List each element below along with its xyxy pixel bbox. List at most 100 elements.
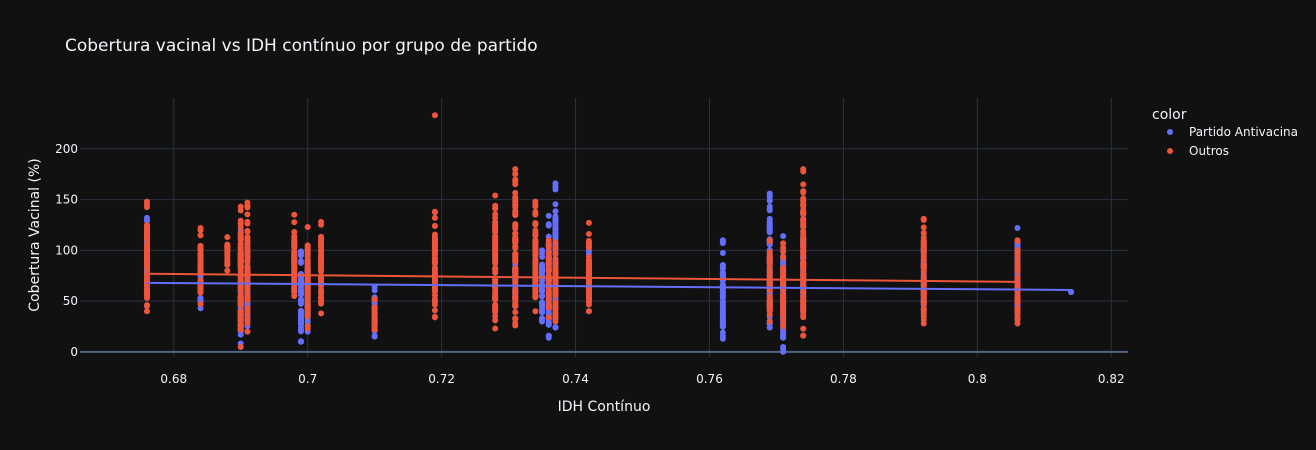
data-point bbox=[1014, 249, 1021, 256]
data-point bbox=[545, 257, 552, 264]
data-point bbox=[143, 286, 150, 293]
data-point bbox=[197, 289, 204, 296]
data-point bbox=[237, 240, 244, 247]
data-point bbox=[143, 266, 150, 273]
data-point bbox=[800, 305, 807, 312]
data-point bbox=[143, 222, 150, 229]
data-point bbox=[766, 227, 773, 234]
data-point bbox=[492, 294, 499, 301]
data-point bbox=[318, 252, 325, 259]
data-point bbox=[766, 192, 773, 199]
data-point bbox=[371, 305, 378, 312]
data-point bbox=[431, 242, 438, 249]
x-tick-label: 0.72 bbox=[428, 372, 455, 386]
data-point bbox=[197, 259, 204, 266]
data-point bbox=[512, 293, 519, 300]
data-point bbox=[545, 267, 552, 274]
y-tick-label: 200 bbox=[55, 142, 78, 156]
data-point bbox=[800, 168, 807, 175]
data-point bbox=[545, 243, 552, 250]
data-point bbox=[237, 207, 244, 214]
y-tick-label: 150 bbox=[55, 193, 78, 207]
data-point bbox=[371, 315, 378, 322]
data-point bbox=[318, 266, 325, 273]
data-point bbox=[552, 225, 559, 232]
data-point bbox=[1014, 266, 1021, 273]
data-point bbox=[492, 266, 499, 273]
data-point bbox=[492, 313, 499, 320]
data-point bbox=[318, 287, 325, 294]
x-tick-label: 0.74 bbox=[562, 372, 589, 386]
data-point bbox=[800, 332, 807, 339]
data-point bbox=[237, 321, 244, 328]
data-point bbox=[244, 290, 251, 297]
data-point bbox=[800, 228, 807, 235]
x-tick-label: 0.7 bbox=[298, 372, 317, 386]
data-point bbox=[800, 271, 807, 278]
data-point bbox=[545, 291, 552, 298]
data-point bbox=[512, 204, 519, 211]
y-tick-label: 0 bbox=[70, 345, 78, 359]
data-point bbox=[552, 265, 559, 272]
data-point bbox=[766, 304, 773, 311]
data-point bbox=[539, 316, 546, 323]
data-point bbox=[431, 264, 438, 271]
data-point bbox=[766, 324, 773, 331]
data-point bbox=[492, 325, 499, 332]
data-point bbox=[532, 244, 539, 251]
data-point bbox=[552, 260, 559, 267]
data-point bbox=[492, 229, 499, 236]
data-point bbox=[800, 311, 807, 318]
x-tick-label: 0.76 bbox=[696, 372, 723, 386]
data-point bbox=[545, 332, 552, 339]
data-point bbox=[197, 227, 204, 234]
data-point bbox=[800, 181, 807, 188]
data-point bbox=[585, 308, 592, 315]
data-point bbox=[585, 264, 592, 271]
data-point bbox=[492, 258, 499, 265]
data-point bbox=[431, 307, 438, 314]
data-point bbox=[304, 284, 311, 291]
data-point bbox=[512, 316, 519, 323]
data-point bbox=[532, 211, 539, 218]
data-point bbox=[545, 212, 552, 219]
data-point bbox=[1014, 289, 1021, 296]
data-point bbox=[780, 248, 787, 255]
data-point bbox=[431, 112, 438, 119]
data-point bbox=[237, 217, 244, 224]
data-point bbox=[318, 221, 325, 228]
data-point bbox=[492, 242, 499, 249]
data-point bbox=[719, 250, 726, 257]
data-point bbox=[780, 320, 787, 327]
data-point bbox=[512, 250, 519, 257]
data-point bbox=[552, 186, 559, 193]
data-point bbox=[780, 305, 787, 312]
data-point bbox=[585, 240, 592, 247]
data-point bbox=[539, 306, 546, 313]
data-point bbox=[291, 284, 298, 291]
data-point bbox=[297, 326, 304, 333]
y-axis-ticks: 0 50 100 150 200 bbox=[55, 142, 78, 359]
data-point bbox=[800, 188, 807, 195]
data-point bbox=[545, 319, 552, 326]
data-point bbox=[492, 205, 499, 212]
data-point bbox=[237, 236, 244, 243]
data-point bbox=[143, 236, 150, 243]
data-point bbox=[244, 283, 251, 290]
data-point bbox=[920, 241, 927, 248]
data-point bbox=[532, 203, 539, 210]
data-point bbox=[318, 247, 325, 254]
data-point bbox=[512, 309, 519, 316]
data-point bbox=[512, 181, 519, 188]
data-point bbox=[585, 230, 592, 237]
data-point bbox=[297, 314, 304, 321]
data-point bbox=[318, 294, 325, 301]
data-point bbox=[512, 176, 519, 183]
data-point bbox=[800, 235, 807, 242]
data-point bbox=[237, 311, 244, 318]
data-point bbox=[1014, 316, 1021, 323]
data-point bbox=[766, 218, 773, 225]
data-point bbox=[552, 218, 559, 225]
data-point bbox=[143, 243, 150, 250]
trend-line-outros bbox=[146, 272, 1018, 283]
